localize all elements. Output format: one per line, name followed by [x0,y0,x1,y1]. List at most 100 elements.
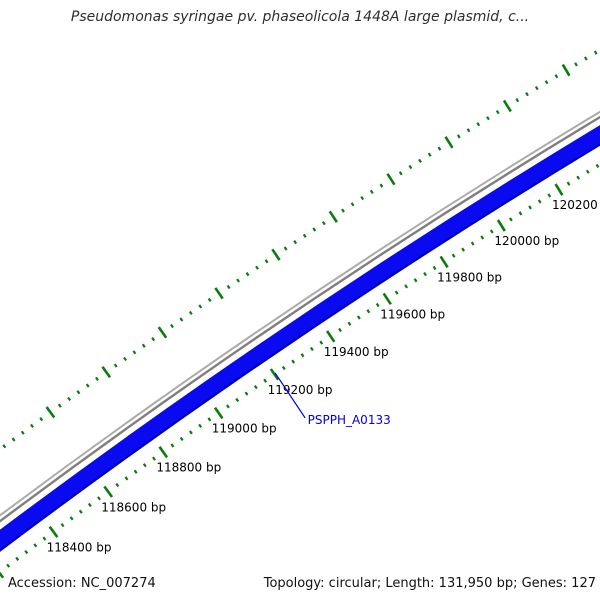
minor-tick [394,290,399,295]
map-title: Pseudomonas syringae pv. phaseolicola 14… [70,9,530,25]
minor-tick [264,259,269,264]
minor-tick [30,423,34,428]
minor-tick [585,169,590,174]
minor-tick [566,181,571,186]
minor-tick [39,417,44,422]
minor-tick [132,350,137,355]
minor-tick [283,246,288,251]
minor-tick [369,189,374,194]
minor-tick [312,227,317,232]
minor-tick [97,496,101,501]
minor-tick [85,383,90,388]
gene-label-callout[interactable]: PSPPH_A0133 [274,372,391,427]
minor-tick [347,321,352,326]
minor-tick [123,356,127,362]
minor-tick [235,397,240,403]
minor-tick [461,247,466,252]
minor-tick [518,211,523,216]
ruler-label: 119800 bp [437,271,502,285]
minor-tick [576,175,581,180]
minor-tick [198,423,203,429]
minor-tick [583,56,588,61]
minor-tick [69,516,74,521]
major-tick [45,406,56,419]
major-tick [439,255,449,269]
minor-tick [226,404,230,409]
ruler-label: 119200 bp [268,383,333,397]
minor-tick [356,315,361,320]
ruler-label: 118800 bp [156,461,221,475]
gene-label[interactable]: PSPPH_A0133 [308,413,391,427]
minor-tick [480,235,485,240]
minor-tick [141,343,146,348]
minor-tick [170,323,174,329]
minor-tick [404,284,409,289]
minor-tick [151,337,156,342]
ruler-label: 118400 bp [47,540,112,554]
minor-tick [170,443,175,448]
minor-tick [60,522,65,528]
major-tick [0,571,5,579]
minor-tick [525,92,529,97]
minor-tick [554,74,559,79]
major-tick [271,248,281,261]
minor-tick [20,430,25,435]
minor-tick [255,265,259,270]
minor-tick [495,110,500,115]
minor-tick [379,183,384,188]
minor-tick [188,310,193,316]
minor-tick [6,563,11,568]
ruler-labels: 118400 bp 118600 bp 118800 bp 119000 bp 1192… [47,198,600,554]
minor-tick [432,265,437,271]
minor-tick [142,463,147,468]
minor-tick [302,233,307,238]
minor-tick [207,297,212,303]
ruler-label: 118600 bp [101,500,166,514]
minor-tick [537,199,542,204]
minor-tick [515,97,520,103]
minor-tick [57,403,62,408]
minor-tick [489,229,494,234]
minor-tick [115,482,120,488]
minor-tick [67,396,72,402]
major-tick [386,173,396,186]
minor-tick [466,128,471,133]
major-tick [213,406,224,420]
minor-tick [152,456,156,461]
minor-tick [95,376,99,381]
minor-tick [179,317,184,322]
ruler-ticks-inner [0,163,600,579]
minor-tick [595,163,600,169]
minor-tick [300,353,305,358]
ruler-label: 120000 bp [494,234,559,248]
minor-tick [360,195,365,201]
ruler-label: 119600 bp [380,307,445,321]
major-tick [561,63,571,77]
minor-tick [33,543,38,548]
minor-tick [456,134,461,139]
minor-tick [486,116,490,121]
minor-tick [281,365,286,371]
minor-tick [42,536,47,541]
minor-tick [76,390,81,395]
status-accession: Accession: NC_007274 [8,576,156,591]
minor-tick [528,205,532,210]
minor-tick [534,86,539,91]
minor-tick [309,346,314,352]
minor-tick [226,284,231,290]
ruler-label: 119400 bp [324,345,389,359]
minor-tick [341,208,345,213]
major-tick [48,525,59,538]
minor-tick [133,469,138,474]
minor-tick [11,437,16,442]
status-sequence-info: Topology: circular; Length: 131,950 bp; … [263,576,596,591]
major-tick [214,287,224,300]
minor-tick [350,202,355,207]
major-tick [158,446,169,459]
minor-tick [547,193,552,198]
